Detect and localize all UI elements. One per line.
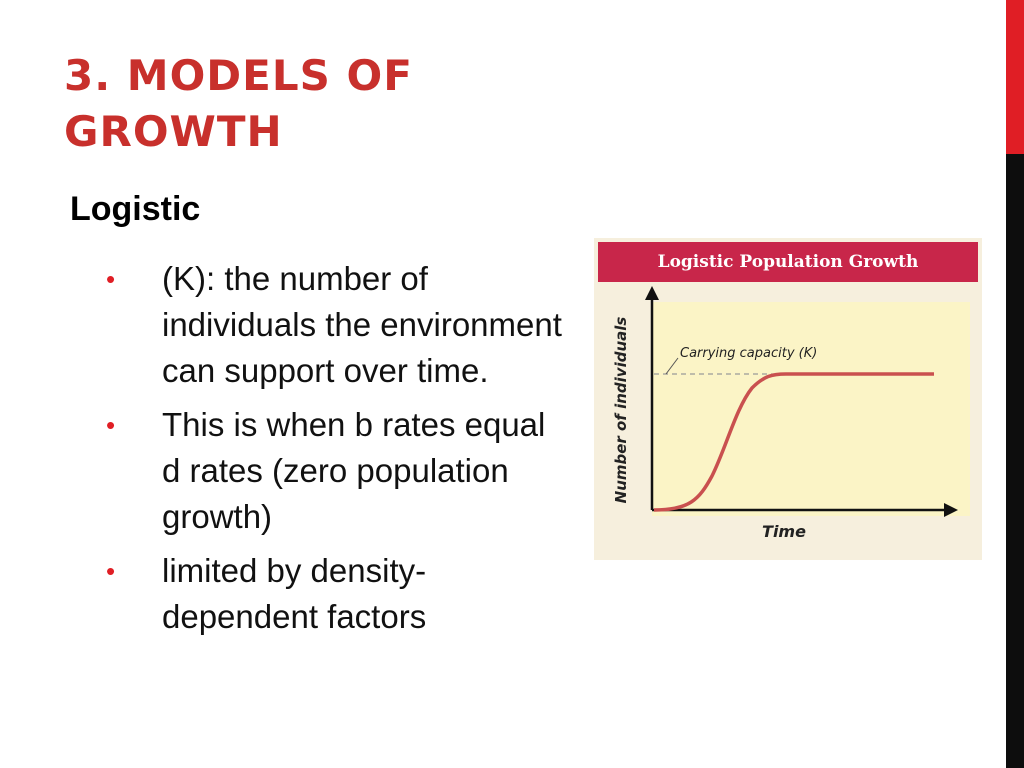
bullet-item: • limited by density-dependent factors	[106, 548, 566, 640]
bullet-text: limited by density-dependent factors	[162, 552, 427, 635]
logistic-curve	[653, 372, 934, 512]
growth-plot: Carrying capacity (K) Time Number of ind…	[612, 286, 970, 541]
bullet-text: This is when b rates equal d rates (zero…	[162, 406, 546, 535]
logistic-growth-figure: Logistic Population Growth Carrying capa…	[594, 238, 982, 560]
bullet-dot-icon: •	[106, 410, 116, 440]
bullet-text: (K): the number of individuals the envir…	[162, 260, 562, 389]
plot-area	[652, 302, 970, 516]
figure-title: Logistic Population Growth	[598, 242, 978, 282]
accent-bar-red	[1006, 0, 1024, 154]
bullet-dot-icon: •	[106, 264, 116, 294]
y-axis-label: Number of individuals	[612, 317, 630, 504]
x-axis-arrow-icon	[944, 503, 958, 517]
accent-bar-black	[1006, 154, 1024, 768]
x-axis-label: Time	[762, 522, 806, 541]
annotation-leader-line	[665, 357, 679, 375]
bullet-item: • This is when b rates equal d rates (ze…	[106, 402, 566, 540]
y-axis-arrow-icon	[645, 286, 659, 300]
carrying-capacity-label: Carrying capacity (K)	[680, 346, 817, 361]
bullet-list: • (K): the number of individuals the env…	[106, 256, 566, 648]
slide-subtitle: Logistic	[70, 190, 201, 228]
bullet-dot-icon: •	[106, 556, 116, 586]
bullet-item: • (K): the number of individuals the env…	[106, 256, 566, 394]
slide-title: 3. MODELS OF GROWTH	[64, 51, 413, 156]
